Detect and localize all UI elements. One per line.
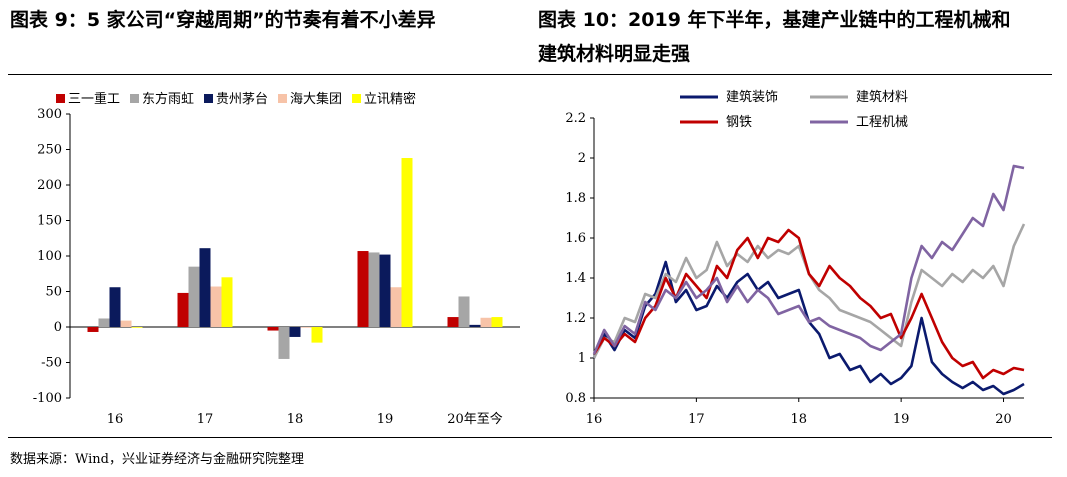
y-tick-label: -50 (41, 356, 62, 371)
y-tick-label: 0 (54, 320, 62, 335)
legend-swatch (352, 94, 361, 103)
bar (120, 320, 132, 327)
bar (289, 327, 301, 337)
y-tick-label: 1.6 (565, 231, 586, 246)
legend-swatch (204, 94, 213, 103)
y-tick-label: 0.8 (565, 391, 586, 406)
bar (199, 248, 211, 327)
legend-swatch (278, 94, 287, 103)
legend-label: 建筑材料 (856, 89, 908, 105)
x-tick-label: 17 (197, 412, 214, 427)
x-tick-label: 19 (893, 412, 910, 427)
legend-label: 海大集团 (290, 91, 342, 107)
x-tick-label: 16 (107, 412, 124, 427)
bar (87, 327, 99, 332)
legend-label: 立讯精密 (364, 91, 416, 107)
bar (300, 327, 312, 328)
bar (368, 252, 380, 327)
bar (221, 277, 233, 327)
bar (210, 286, 222, 327)
bar (109, 287, 121, 327)
x-tick-label: 16 (586, 412, 603, 427)
bar (491, 317, 503, 327)
bar (267, 327, 279, 331)
right-chart-title-line2: 建筑材料明显走强 (538, 43, 691, 65)
bar (469, 324, 481, 327)
y-tick-label: 2 (578, 151, 586, 166)
y-tick-label: 150 (37, 214, 62, 229)
x-tick-label: 18 (287, 412, 304, 427)
bar (379, 254, 391, 327)
legend-label: 三一重工 (68, 91, 120, 107)
bar-chart: -100 -50 0 50 100 150 200 250 300 16 17 18 19 20年至今 三一… (33, 91, 520, 427)
x-tick-label: 18 (790, 412, 807, 427)
x-tick-label: 19 (377, 412, 394, 427)
y-tick-label: 200 (37, 178, 62, 193)
series-line (592, 164, 1025, 355)
series-line (592, 260, 1025, 396)
y-tick-label: 100 (37, 249, 62, 264)
x-tick-label: 20年至今 (447, 411, 503, 427)
y-tick-label: 1 (578, 351, 586, 366)
bar (131, 327, 143, 328)
bar (177, 292, 189, 327)
bar (401, 158, 413, 327)
bar (480, 317, 492, 327)
left-chart-title: 图表 9：5 家公司“穿越周期”的节奏有着不小差异 (10, 9, 436, 31)
y-tick-label: 300 (37, 107, 62, 122)
legend-label: 钢铁 (726, 115, 752, 130)
y-tick-label: 50 (45, 285, 62, 300)
y-tick-label: 1.8 (565, 191, 586, 206)
bar (458, 296, 470, 327)
header-rule (8, 74, 1052, 75)
bar (98, 318, 110, 327)
bar (357, 251, 369, 327)
y-tick-label: -100 (33, 391, 62, 406)
series-line (592, 228, 1025, 380)
bar (390, 287, 402, 327)
series-line (592, 223, 1026, 359)
legend-swatch (130, 94, 139, 103)
footer-rule (8, 437, 1052, 438)
y-tick-label: 250 (37, 143, 62, 158)
line-chart: 0.8 1 1.2 1.4 1.6 1.8 2 2.2 16 17 18 19 20 建筑装饰 建筑材料钢铁… (565, 89, 1026, 427)
right-chart-title: 图表 10：2019 年下半年，基建产业链中的工程机械和 (538, 9, 1011, 31)
legend-label: 工程机械 (856, 115, 908, 130)
bar (447, 317, 459, 327)
y-tick-label: 1.2 (565, 311, 586, 326)
bar (188, 266, 200, 327)
legend-label: 贵州茅台 (216, 92, 268, 107)
x-tick-label: 17 (688, 412, 705, 427)
legend-label: 建筑装饰 (726, 89, 778, 105)
bar (311, 327, 323, 343)
y-tick-label: 1.4 (565, 271, 586, 286)
bar (278, 327, 290, 359)
legend-swatch (56, 94, 65, 103)
x-tick-label: 20 (995, 412, 1012, 427)
y-tick-label: 2.2 (565, 111, 586, 126)
legend-label: 东方雨虹 (142, 91, 194, 107)
source-note: 数据来源：Wind，兴业证券经济与金融研究院整理 (10, 452, 304, 467)
